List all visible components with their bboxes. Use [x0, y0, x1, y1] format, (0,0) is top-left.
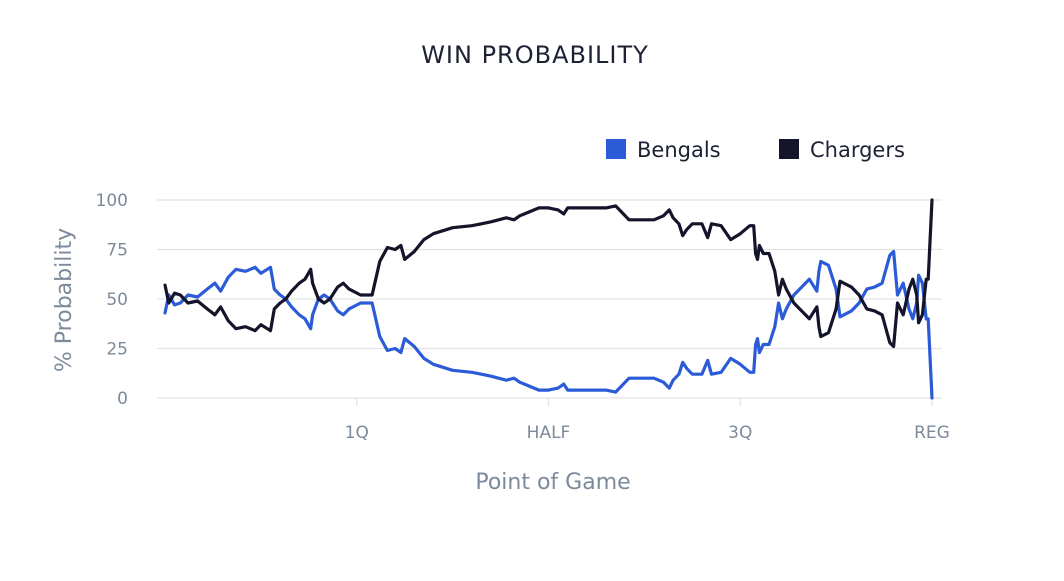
x-tick-label-reg: REG [914, 423, 950, 443]
legend-item-bengals: Bengals [606, 138, 721, 162]
x-tick-label-half: HALF [527, 423, 571, 443]
series-lines [163, 198, 934, 400]
y-axis-title: % Probability [52, 228, 77, 372]
y-tick-label-0: 0 [117, 389, 128, 409]
legend-label-bengals: Bengals [637, 138, 721, 162]
legend-label-chargers: Chargers [810, 138, 905, 162]
series-line-bengals [163, 249, 934, 400]
y-tick-label-100: 100 [96, 191, 128, 211]
x-axis-ticks: 1Q HALF 3Q REG [345, 398, 950, 443]
legend-swatch-bengals [606, 139, 626, 159]
y-tick-label-75: 75 [106, 241, 128, 261]
y-tick-label-25: 25 [106, 340, 128, 360]
gridlines [157, 199, 942, 399]
legend-item-chargers: Chargers [779, 138, 905, 162]
series-line-chargers [163, 198, 934, 349]
x-axis-title: Point of Game [475, 470, 630, 495]
legend-swatch-chargers [779, 139, 799, 159]
x-tick-label-1q: 1Q [345, 423, 369, 443]
x-tick-label-3q: 3Q [728, 423, 752, 443]
legend: Bengals Chargers [606, 138, 905, 162]
y-axis-ticks: 0 25 50 75 100 [96, 191, 128, 409]
y-tick-label-50: 50 [106, 290, 128, 310]
chart-title: WIN PROBABILITY [421, 41, 649, 69]
